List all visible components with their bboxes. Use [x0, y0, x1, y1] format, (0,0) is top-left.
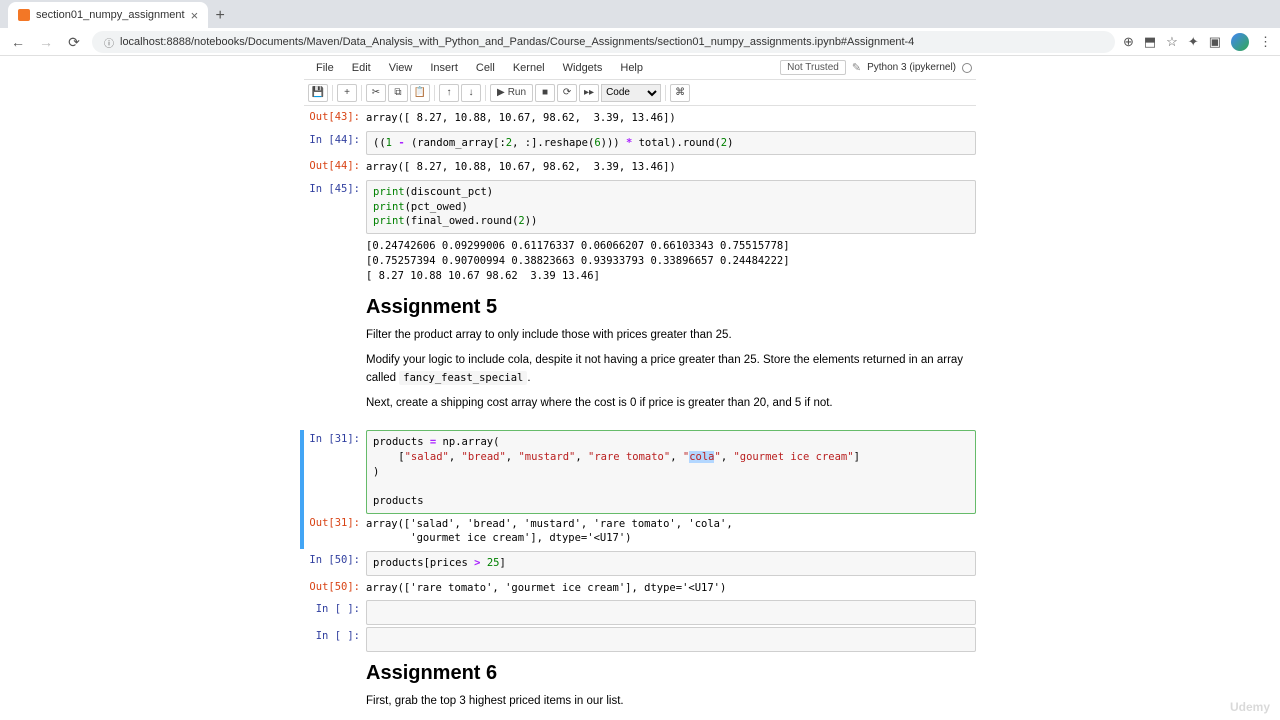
output-cell: Out[50]: array(['rare tomato', 'gourmet …: [304, 578, 976, 599]
output-cell: [0.24742606 0.09299006 0.61176337 0.0606…: [304, 236, 976, 286]
output-text: [0.24742606 0.09299006 0.61176337 0.0606…: [366, 236, 976, 286]
copy-button[interactable]: ⧉: [388, 84, 408, 102]
insert-cell-button[interactable]: +: [337, 84, 357, 102]
in-prompt: In [44]:: [304, 131, 366, 156]
code-content[interactable]: products[prices > 25]: [373, 556, 969, 571]
back-button[interactable]: ←: [8, 32, 28, 52]
command-palette-button[interactable]: ⌘: [670, 84, 690, 102]
browser-chrome: section01_numpy_assignment × + ← → ⟳ ⓘ l…: [0, 0, 1280, 56]
code-cell-selected[interactable]: In [31]: products = np.array( ["salad", …: [300, 430, 976, 549]
code-cell[interactable]: In [45]: print(discount_pct) print(pct_o…: [304, 180, 976, 234]
out-prompt: Out[43]:: [304, 108, 366, 129]
address-bar: ← → ⟳ ⓘ localhost:8888/notebooks/Documen…: [0, 28, 1280, 56]
paste-button[interactable]: 📋: [410, 84, 430, 102]
output-cell: Out[44]: array([ 8.27, 10.88, 10.67, 98.…: [304, 157, 976, 178]
output-text: array([ 8.27, 10.88, 10.67, 98.62, 3.39,…: [366, 108, 976, 129]
restart-run-all-button[interactable]: ▸▸: [579, 84, 599, 102]
output-text: array(['rare tomato', 'gourmet ice cream…: [366, 578, 976, 599]
trust-indicator[interactable]: Not Trusted: [780, 60, 846, 75]
forward-button[interactable]: →: [36, 32, 56, 52]
chrome-actions: ⊕ ⬒ ☆ ✦ ▣ ⋮: [1123, 33, 1272, 51]
kernel-indicator: [962, 63, 972, 73]
md-text: Modify your logic to include cola, despi…: [366, 352, 976, 387]
markdown-cell[interactable]: Assignment 6 First, grab the top 3 highe…: [304, 654, 976, 720]
menu-edit[interactable]: Edit: [344, 60, 379, 76]
in-prompt: In [ ]:: [304, 627, 366, 652]
code-cell-empty[interactable]: In [ ]:: [304, 627, 976, 652]
jupyter-favicon: [18, 9, 30, 21]
save-button[interactable]: 💾: [308, 84, 328, 102]
md-text: Filter the product array to only include…: [366, 327, 976, 344]
url-text: localhost:8888/notebooks/Documents/Maven…: [120, 36, 914, 48]
move-down-button[interactable]: ↓: [461, 84, 481, 102]
menu-view[interactable]: View: [381, 60, 421, 76]
run-button[interactable]: ▶ Run: [490, 84, 533, 102]
md-text: Next, create a shipping cost array where…: [366, 395, 976, 412]
in-prompt: In [45]:: [304, 180, 366, 234]
code-cell[interactable]: In [44]: ((1 - (random_array[:2, :].resh…: [304, 131, 976, 156]
tab-title: section01_numpy_assignment: [36, 9, 185, 21]
code-content[interactable]: ((1 - (random_array[:2, :].reshape(6))) …: [373, 136, 969, 151]
menubar: File Edit View Insert Cell Kernel Widget…: [304, 56, 976, 80]
code-content[interactable]: print(discount_pct) print(pct_owed) prin…: [373, 185, 969, 229]
bookmark-icon[interactable]: ☆: [1166, 34, 1178, 50]
menu-icon[interactable]: ⋮: [1259, 34, 1272, 50]
out-prompt: Out[50]:: [304, 578, 366, 599]
close-icon[interactable]: ×: [191, 8, 199, 23]
menu-widgets[interactable]: Widgets: [555, 60, 611, 76]
output-text: array([ 8.27, 10.88, 10.67, 98.62, 3.39,…: [366, 157, 976, 178]
install-icon[interactable]: ⬒: [1144, 34, 1156, 50]
tab-bar: section01_numpy_assignment × +: [0, 0, 1280, 28]
in-prompt: In [ ]:: [304, 600, 366, 625]
cell-type-select[interactable]: Code: [601, 84, 661, 102]
md-text: First, grab the top 3 highest priced ite…: [366, 693, 976, 710]
cut-button[interactable]: ✂: [366, 84, 386, 102]
markdown-cell[interactable]: Assignment 5 Filter the product array to…: [304, 288, 976, 428]
menu-kernel[interactable]: Kernel: [505, 60, 553, 76]
extensions-icon[interactable]: ✦: [1188, 34, 1199, 50]
restart-button[interactable]: ⟳: [557, 84, 577, 102]
code-content[interactable]: [373, 632, 969, 647]
zoom-icon[interactable]: ⊕: [1123, 34, 1134, 50]
code-content[interactable]: [373, 605, 969, 620]
menu-file[interactable]: File: [308, 60, 342, 76]
site-info-icon: ⓘ: [104, 35, 114, 50]
toolbar: 💾 + ✂ ⧉ 📋 ↑ ↓ ▶ Run ■ ⟳ ▸▸ Code ⌘: [304, 80, 976, 106]
sidepanel-icon[interactable]: ▣: [1209, 34, 1221, 50]
menu-cell[interactable]: Cell: [468, 60, 503, 76]
url-input[interactable]: ⓘ localhost:8888/notebooks/Documents/Mav…: [92, 31, 1115, 53]
in-prompt: In [50]:: [304, 551, 366, 576]
menu-help[interactable]: Help: [612, 60, 651, 76]
cells-container: Out[43]: array([ 8.27, 10.88, 10.67, 98.…: [304, 106, 976, 720]
heading: Assignment 5: [366, 296, 976, 319]
profile-avatar[interactable]: [1231, 33, 1249, 51]
interrupt-button[interactable]: ■: [535, 84, 555, 102]
code-content[interactable]: products = np.array( ["salad", "bread", …: [373, 435, 969, 508]
out-prompt: Out[31]:: [304, 514, 366, 549]
move-up-button[interactable]: ↑: [439, 84, 459, 102]
heading: Assignment 6: [366, 662, 976, 685]
edit-icon[interactable]: ✎: [852, 61, 861, 74]
notebook-area: File Edit View Insert Cell Kernel Widget…: [0, 56, 1280, 720]
kernel-name[interactable]: Python 3 (ipykernel): [867, 62, 956, 73]
out-prompt: Out[44]:: [304, 157, 366, 178]
menu-insert[interactable]: Insert: [422, 60, 466, 76]
output-text: array(['salad', 'bread', 'mustard', 'rar…: [366, 514, 733, 549]
reload-button[interactable]: ⟳: [64, 32, 84, 52]
new-tab-button[interactable]: +: [208, 4, 232, 28]
watermark: Udemy: [1230, 700, 1270, 714]
output-cell: Out[43]: array([ 8.27, 10.88, 10.67, 98.…: [304, 108, 976, 129]
code-cell[interactable]: In [50]: products[prices > 25]: [304, 551, 976, 576]
code-cell-empty[interactable]: In [ ]:: [304, 600, 976, 625]
browser-tab[interactable]: section01_numpy_assignment ×: [8, 2, 208, 28]
